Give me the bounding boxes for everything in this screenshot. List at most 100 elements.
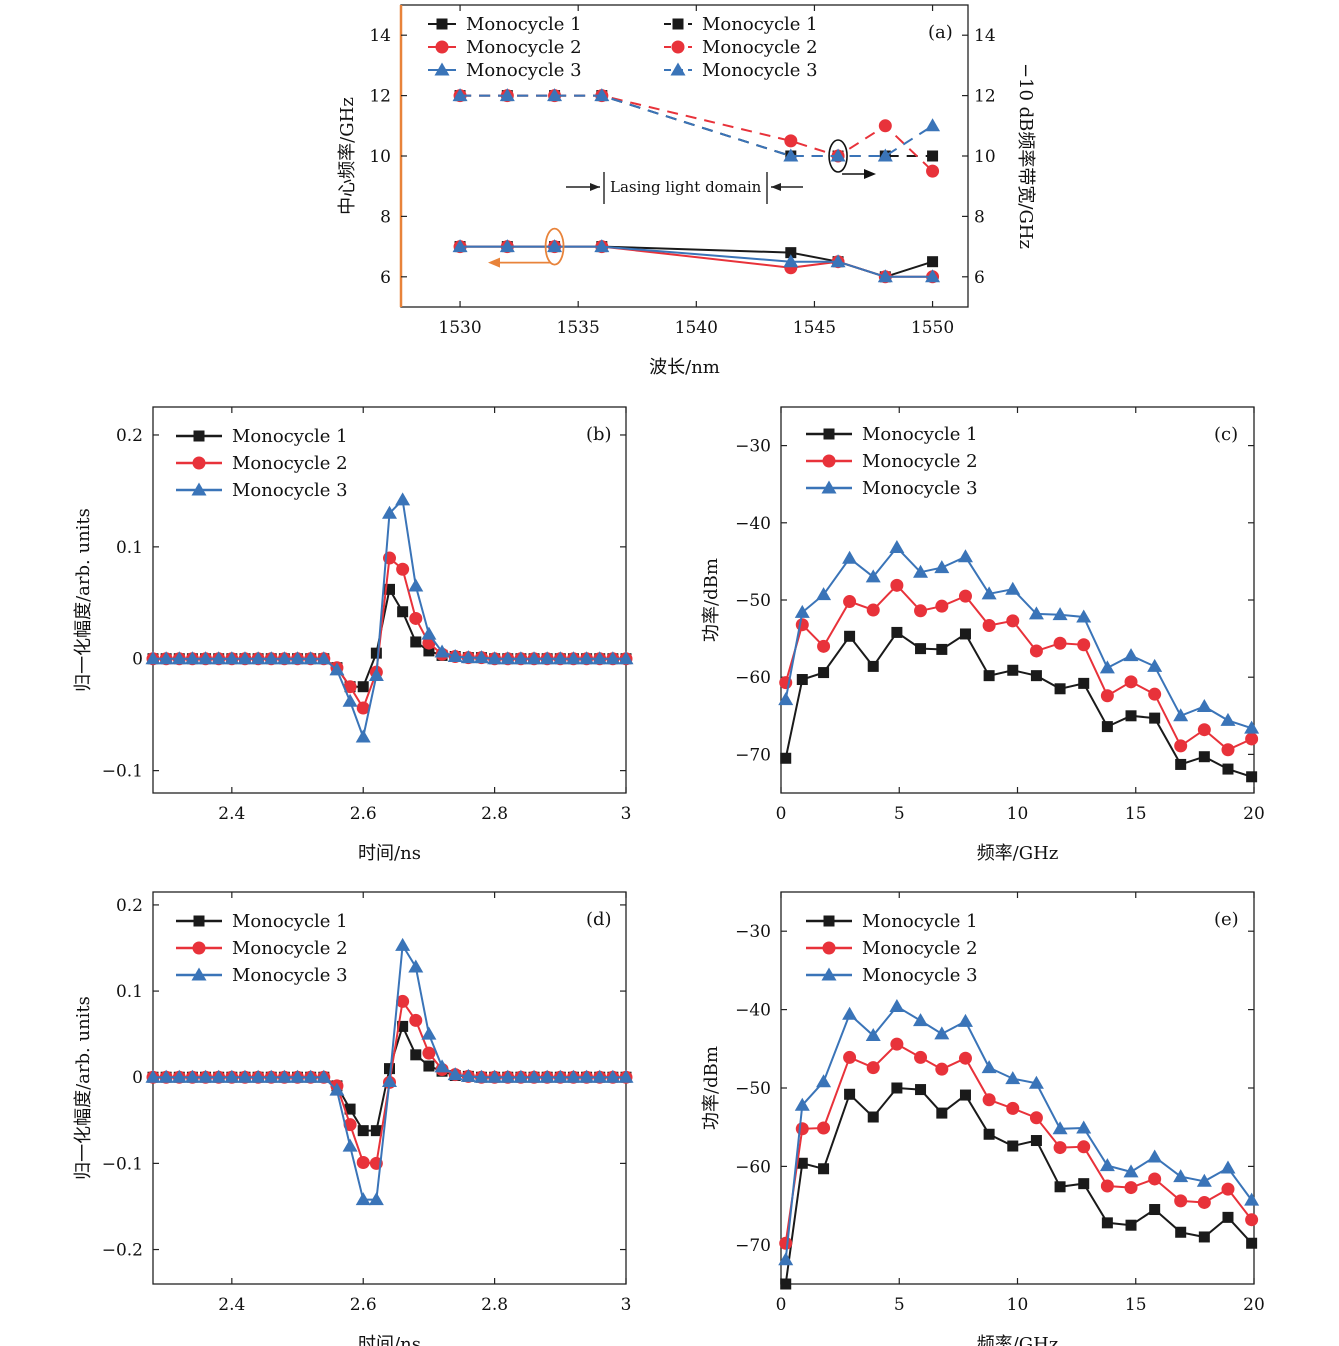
data-point [959,1089,971,1101]
legend-label: Monocycle 3 [466,60,582,81]
data-point [452,88,468,102]
data-point [1007,664,1019,676]
legend-label: Monocycle 1 [466,14,582,35]
data-point [1124,675,1138,689]
data-point [982,618,996,632]
x-tick-label: 1535 [557,318,600,338]
data-point [1007,1140,1019,1152]
data-point [434,644,450,658]
data-point [1244,1192,1260,1206]
legend-label: Monocycle 2 [232,938,348,959]
data-point [618,651,634,665]
data-point [778,692,794,706]
data-point [925,118,941,132]
data-point [605,651,621,665]
data-point [913,564,929,578]
y-axis-label-right: −10 dB频率带宽/GHz [1015,63,1036,249]
data-point [384,1063,395,1075]
data-point [487,651,503,665]
data-point [500,1069,516,1083]
data-point [1197,1195,1211,1209]
data-point [1175,1226,1187,1238]
legend-label: Monocycle 3 [702,60,818,81]
data-point [878,119,892,133]
data-point [795,1122,809,1136]
y-tick-label: −60 [735,1157,771,1177]
data-point [211,651,227,665]
x-tick-label: 15 [1125,804,1147,824]
data-point [1244,720,1260,734]
data-point [547,88,563,102]
data-point [1076,1120,1092,1134]
data-point [914,1050,928,1064]
y-tick-label: −70 [735,745,771,765]
panel-label: (b) [586,424,612,445]
data-point [397,1020,409,1032]
chart-d: 2.4 2.6 2.8 3 −0.2 −0.1 0 0.1 0.2 时间/ns 归一化幅度/arb.… [73,891,634,1346]
y-tick-label: −30 [735,437,771,457]
data-point [818,667,830,679]
y-tick-label: 0.2 [116,426,143,446]
data-point [408,578,424,592]
legend-marker [671,40,685,54]
data-point [237,1069,253,1083]
data-point [795,618,809,632]
data-point [263,651,279,665]
data-point [316,1069,332,1083]
series-line [784,583,1253,751]
arrow-right-head [590,183,600,191]
legend-marker [435,40,449,54]
x-tick-label: 10 [1007,804,1029,824]
data-point [539,651,555,665]
data-point [927,256,939,268]
annotation-label: Lasing light domain [610,178,762,196]
data-point [779,1236,793,1250]
data-point [785,247,797,259]
data-point [926,164,940,178]
legend-marker [191,482,207,496]
data-point [958,589,972,603]
plot-frame [152,891,627,1285]
x-tick-label: 0 [776,1295,787,1315]
legend-label: Monocycle 1 [862,424,978,445]
data-point [342,693,358,707]
series-line [153,556,626,711]
data-point [303,651,319,665]
y-right-tick-label: 12 [974,87,996,107]
data-point [370,1125,382,1137]
data-point [592,651,608,665]
legend-marker [821,967,837,981]
data-point [343,680,357,694]
data-point [409,1013,423,1027]
data-point [1054,1181,1066,1193]
data-point [145,651,161,665]
series-red [779,578,1259,757]
y-tick-label: −50 [735,1079,771,1099]
y-tick-label: 0 [132,650,143,670]
data-point [867,660,879,672]
plot-frame [152,406,627,794]
data-point [1222,763,1234,775]
data-point [915,643,927,655]
data-point [816,1074,832,1088]
data-point [1005,581,1021,595]
data-point [1149,712,1161,724]
data-point [263,1069,279,1083]
series-line [460,94,934,172]
x-axis-label: 时间/ns [358,843,421,864]
y-tick-label: 6 [380,268,391,288]
y-axis-label: 归一化幅度/arb. units [73,996,94,1180]
data-point [184,1069,200,1083]
data-point [830,148,846,162]
series-line [784,1005,1253,1260]
y-right-tick-label: 14 [974,26,996,46]
data-point [565,1069,581,1083]
data-point [1246,1237,1258,1249]
legend-marker [193,915,205,927]
series-red [779,1037,1259,1250]
legend-marker [434,62,450,76]
data-point [866,603,880,617]
x-axis-label: 频率/GHz [977,1334,1059,1346]
data-point [778,1252,794,1266]
data-point [1078,1178,1090,1190]
